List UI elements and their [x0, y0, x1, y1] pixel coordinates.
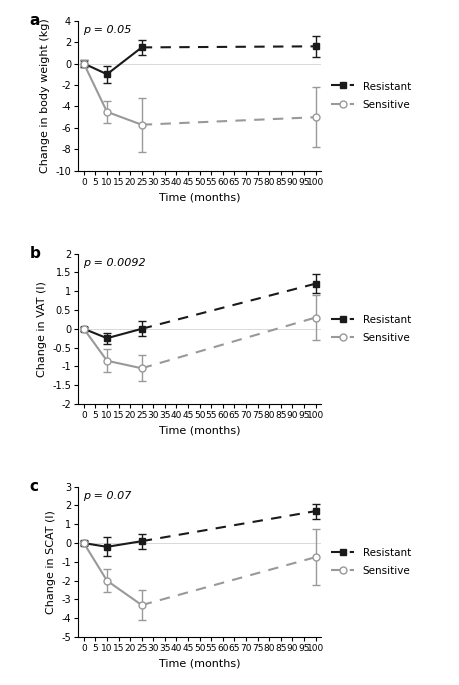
- Text: p = 0.0092: p = 0.0092: [83, 258, 146, 268]
- Y-axis label: Change in VAT (l): Change in VAT (l): [37, 281, 47, 377]
- Legend: Resistant, Sensitive: Resistant, Sensitive: [331, 314, 411, 343]
- X-axis label: Time (months): Time (months): [159, 658, 241, 669]
- Text: a: a: [29, 13, 40, 28]
- Y-axis label: Change in SCAT (l): Change in SCAT (l): [46, 510, 56, 614]
- Text: p = 0.07: p = 0.07: [83, 491, 131, 501]
- Text: p = 0.05: p = 0.05: [83, 25, 131, 35]
- X-axis label: Time (months): Time (months): [159, 192, 241, 202]
- Legend: Resistant, Sensitive: Resistant, Sensitive: [331, 547, 411, 576]
- Y-axis label: Change in body weight (kg): Change in body weight (kg): [40, 18, 50, 173]
- X-axis label: Time (months): Time (months): [159, 425, 241, 436]
- Text: c: c: [29, 479, 39, 494]
- Text: b: b: [29, 246, 40, 261]
- Legend: Resistant, Sensitive: Resistant, Sensitive: [331, 82, 411, 110]
